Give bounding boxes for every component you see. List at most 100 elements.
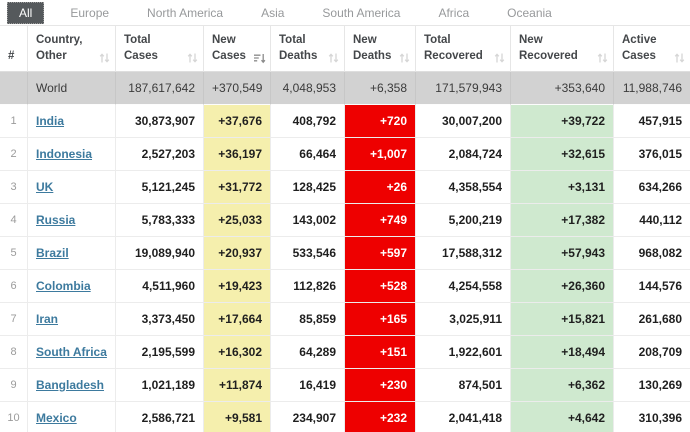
cell-active-cases: 457,915 (613, 105, 690, 138)
table-row: 4 Russia 5,783,333 +25,033 143,002 +749 5,200,… (0, 204, 690, 237)
cell-active-cases: 208,709 (613, 336, 690, 369)
sort-toggle-icon[interactable] (673, 52, 686, 64)
country-link[interactable]: India (36, 114, 65, 128)
cell-new-deaths: +165 (344, 303, 415, 336)
cell-new-deaths: +1,007 (344, 138, 415, 171)
cell-total-cases: 5,783,333 (115, 204, 203, 237)
cell-active-cases: 968,082 (613, 237, 690, 270)
world-row: World 187,617,642 +370,549 4,048,953 +6,358 1… (0, 72, 690, 105)
column-header-total-recovered[interactable]: Total Recovered (415, 25, 510, 72)
country-link[interactable]: Colombia (36, 279, 91, 293)
cell-new-recovered: +26,360 (510, 270, 613, 303)
cell-new-cases: +37,676 (203, 105, 270, 138)
cell-new-recovered: +39,722 (510, 105, 613, 138)
country-link[interactable]: Russia (36, 213, 76, 227)
cell-new-cases: +11,874 (203, 369, 270, 402)
table-row: 3 UK 5,121,245 +31,772 128,425 +26 4,358,554 +3… (0, 171, 690, 204)
tab-africa[interactable]: Africa (438, 5, 470, 20)
cell-total-deaths: 128,425 (270, 171, 344, 204)
column-header-total-deaths[interactable]: Total Deaths (270, 25, 344, 72)
column-header-total-cases[interactable]: Total Cases (115, 25, 203, 72)
sort-descending-icon[interactable] (253, 52, 266, 64)
cell-total-deaths: 533,546 (270, 237, 344, 270)
cell-new-recovered: +18,494 (510, 336, 613, 369)
cell-total-recovered: 1,922,601 (415, 336, 510, 369)
cell-total-deaths: 64,289 (270, 336, 344, 369)
table-header-row: # Country, Other Total Cases New Cases Total… (0, 25, 690, 72)
cell-total-recovered: 4,254,558 (415, 270, 510, 303)
cell-country: Indonesia (27, 138, 115, 171)
cell-new-cases: +9,581 (203, 402, 270, 432)
column-label: # (8, 49, 15, 62)
column-label: Active Cases (622, 33, 657, 62)
cell-total-recovered: 874,501 (415, 369, 510, 402)
cell-total-recovered: 2,041,418 (415, 402, 510, 432)
country-link[interactable]: Brazil (36, 246, 69, 260)
sort-toggle-icon[interactable] (186, 52, 199, 64)
cell-total-deaths: 85,859 (270, 303, 344, 336)
column-label: New Deaths (353, 33, 392, 62)
country-link[interactable]: South Africa (36, 345, 107, 359)
column-header-country[interactable]: Country, Other (27, 25, 115, 72)
cell-country: South Africa (27, 336, 115, 369)
cell-total-deaths: 66,464 (270, 138, 344, 171)
cell-new-recovered: +57,943 (510, 237, 613, 270)
tab-oceania[interactable]: Oceania (507, 5, 552, 20)
cell-total-cases: 187,617,642 (115, 72, 203, 105)
sort-toggle-icon[interactable] (493, 52, 506, 64)
cell-new-deaths: +232 (344, 402, 415, 432)
cell-total-cases: 19,089,940 (115, 237, 203, 270)
cell-total-recovered: 5,200,219 (415, 204, 510, 237)
cell-new-recovered: +353,640 (510, 72, 613, 105)
country-link[interactable]: Mexico (36, 411, 77, 425)
cell-active-cases: 144,576 (613, 270, 690, 303)
table-row: 10 Mexico 2,586,721 +9,581 234,907 +232 2,041,… (0, 402, 690, 432)
cell-country: Russia (27, 204, 115, 237)
cell-new-cases: +20,937 (203, 237, 270, 270)
sort-toggle-icon[interactable] (327, 52, 340, 64)
column-label: Total Cases (124, 33, 158, 62)
continent-tabs: All Europe North America Asia South America A… (0, 0, 690, 25)
table-row: 1 India 30,873,907 +37,676 408,792 +720 30,007… (0, 105, 690, 138)
tab-all[interactable]: All (7, 1, 45, 24)
cell-idx: 8 (0, 336, 27, 369)
column-header-new-cases[interactable]: New Cases (203, 25, 270, 72)
sort-toggle-icon[interactable] (398, 52, 411, 64)
tab-asia[interactable]: Asia (261, 5, 285, 20)
cell-new-recovered: +4,642 (510, 402, 613, 432)
country-link[interactable]: Iran (36, 312, 59, 326)
tab-europe[interactable]: Europe (70, 5, 110, 20)
cell-total-recovered: 171,579,943 (415, 72, 510, 105)
cell-country: Brazil (27, 237, 115, 270)
country-link[interactable]: Bangladesh (36, 378, 105, 392)
country-link[interactable]: UK (36, 180, 54, 194)
cell-total-cases: 1,021,189 (115, 369, 203, 402)
column-label: New Recovered (519, 33, 578, 62)
cell-new-deaths: +720 (344, 105, 415, 138)
cell-new-recovered: +15,821 (510, 303, 613, 336)
cell-new-recovered: +17,382 (510, 204, 613, 237)
cell-active-cases: 376,015 (613, 138, 690, 171)
cell-total-recovered: 30,007,200 (415, 105, 510, 138)
column-header-new-recovered[interactable]: New Recovered (510, 25, 613, 72)
cell-total-cases: 2,586,721 (115, 402, 203, 432)
cell-country: Mexico (27, 402, 115, 432)
sort-toggle-icon[interactable] (596, 52, 609, 64)
tab-north-america[interactable]: North America (147, 5, 224, 20)
cell-total-cases: 5,121,245 (115, 171, 203, 204)
column-header-new-deaths[interactable]: New Deaths (344, 25, 415, 72)
cell-new-deaths: +26 (344, 171, 415, 204)
sort-toggle-icon[interactable] (98, 52, 111, 64)
cell-new-deaths: +230 (344, 369, 415, 402)
cell-country: Iran (27, 303, 115, 336)
cell-new-deaths: +749 (344, 204, 415, 237)
table-row: 7 Iran 3,373,450 +17,664 85,859 +165 3,025,911… (0, 303, 690, 336)
cell-total-recovered: 2,084,724 (415, 138, 510, 171)
table-row: 6 Colombia 4,511,960 +19,423 112,826 +528 4,25… (0, 270, 690, 303)
cell-total-cases: 2,527,203 (115, 138, 203, 171)
country-link[interactable]: Indonesia (36, 147, 93, 161)
table-row: 5 Brazil 19,089,940 +20,937 533,546 +597 17,58… (0, 237, 690, 270)
cell-country: World (27, 72, 115, 105)
tab-south-america[interactable]: South America (322, 5, 401, 20)
column-header-active-cases[interactable]: Active Cases (613, 25, 690, 72)
